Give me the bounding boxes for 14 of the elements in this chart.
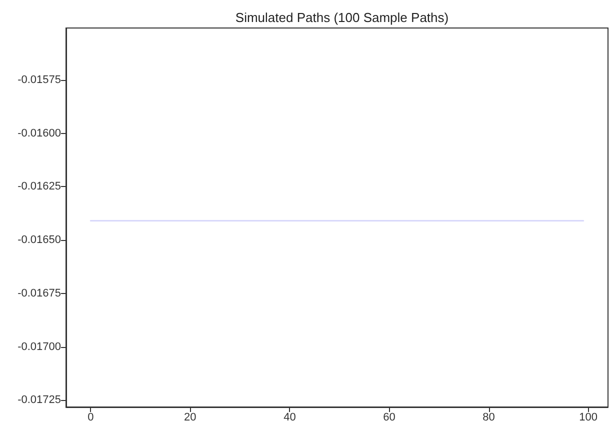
y-tick-label: -0.01675 [18, 287, 61, 300]
chart-title: Simulated Paths (100 Sample Paths) [235, 10, 449, 25]
x-tick-label: 40 [284, 412, 296, 424]
x-tick-label: 20 [184, 412, 196, 424]
x-tick-label: 100 [579, 412, 598, 424]
y-tick-label: -0.01575 [18, 74, 61, 86]
x-tick-label: 60 [383, 412, 396, 424]
y-tick-label: -0.01725 [18, 394, 61, 406]
y-tick-label: -0.01625 [18, 180, 61, 193]
y-tick-label: -0.01600 [18, 127, 61, 140]
y-tick-label: -0.01650 [18, 234, 61, 246]
x-tick-label: 0 [88, 412, 94, 424]
y-tick-label: -0.01700 [18, 340, 61, 353]
x-tick-label: 80 [482, 412, 495, 424]
